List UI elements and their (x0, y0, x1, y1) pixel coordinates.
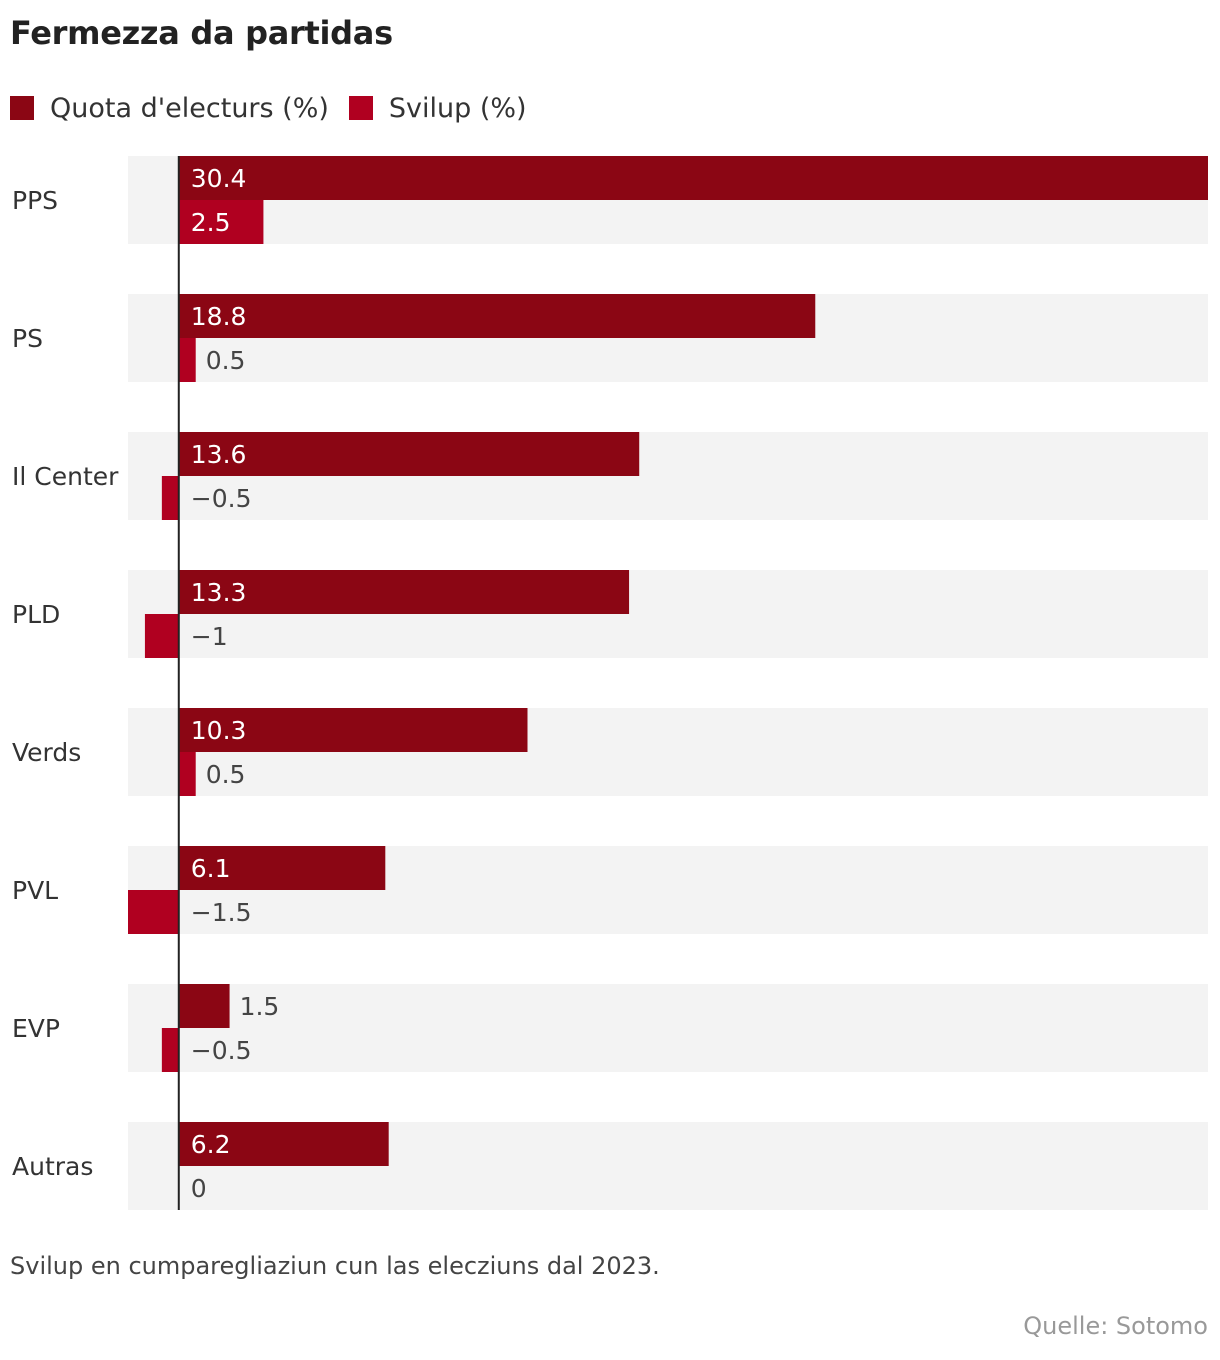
category-label: PPS (12, 186, 58, 215)
bar-chart: PPS 30.4 2.5 PS 18.8 0.5 Il Center 13.6 −0.5 PLD 1… (12, 156, 1208, 1210)
bar-share (178, 1122, 389, 1166)
data-label: −1 (191, 622, 228, 651)
data-label: −0.5 (191, 1036, 252, 1065)
bar-share (178, 984, 230, 1028)
bar-change (178, 752, 196, 796)
chart-note: Svilup en cumparegliaziun cun las eleczi… (10, 1252, 660, 1280)
data-label: 10.3 (191, 716, 247, 745)
legend-swatch-change (348, 96, 373, 120)
data-label: 2.5 (191, 208, 231, 237)
data-label: 13.3 (191, 578, 247, 607)
category-label: PS (12, 324, 43, 353)
bar-share (178, 708, 528, 752)
data-label: 1.5 (240, 992, 280, 1021)
legend-label-change: Svilup (%) (388, 92, 527, 124)
category-label: PVL (12, 876, 58, 905)
bar-share (178, 846, 386, 890)
chart-title: Fermezza da partidas (10, 14, 393, 52)
bar-change (161, 476, 179, 520)
legend-item-share: Quota d'electurs (%) (10, 93, 329, 124)
data-label: 6.1 (191, 854, 231, 883)
data-label: 13.6 (191, 440, 247, 469)
legend-label-share: Quota d'electurs (%) (50, 92, 329, 124)
bar-change (161, 1028, 179, 1072)
bar-change (178, 200, 264, 244)
row-background (128, 984, 1208, 1072)
legend-swatch-share (10, 96, 34, 120)
chart-source: Quelle: Sotomo (1023, 1312, 1208, 1340)
category-label: Autras (12, 1152, 93, 1181)
data-label: 0.5 (206, 760, 246, 789)
data-label: 30.4 (191, 164, 247, 193)
legend: Quota d'electurs (%) Svilup (%) (10, 88, 547, 128)
bar-share (178, 294, 816, 338)
data-label: 0.5 (206, 346, 246, 375)
category-label: Il Center (12, 462, 119, 491)
bar-change (178, 338, 196, 382)
data-label: −1.5 (191, 898, 252, 927)
bar-change (128, 890, 179, 934)
data-label: 18.8 (191, 302, 247, 331)
bar-change (144, 614, 179, 658)
bar-share (178, 570, 630, 614)
bar-share (178, 156, 1208, 200)
category-label: EVP (12, 1014, 60, 1043)
data-label: 6.2 (191, 1130, 231, 1159)
data-label: −0.5 (191, 484, 252, 513)
category-label: Verds (12, 738, 81, 767)
category-label: PLD (12, 600, 60, 629)
legend-item-change: Svilup (%) (348, 92, 527, 124)
data-label: 0 (191, 1174, 207, 1203)
bar-share (178, 432, 640, 476)
